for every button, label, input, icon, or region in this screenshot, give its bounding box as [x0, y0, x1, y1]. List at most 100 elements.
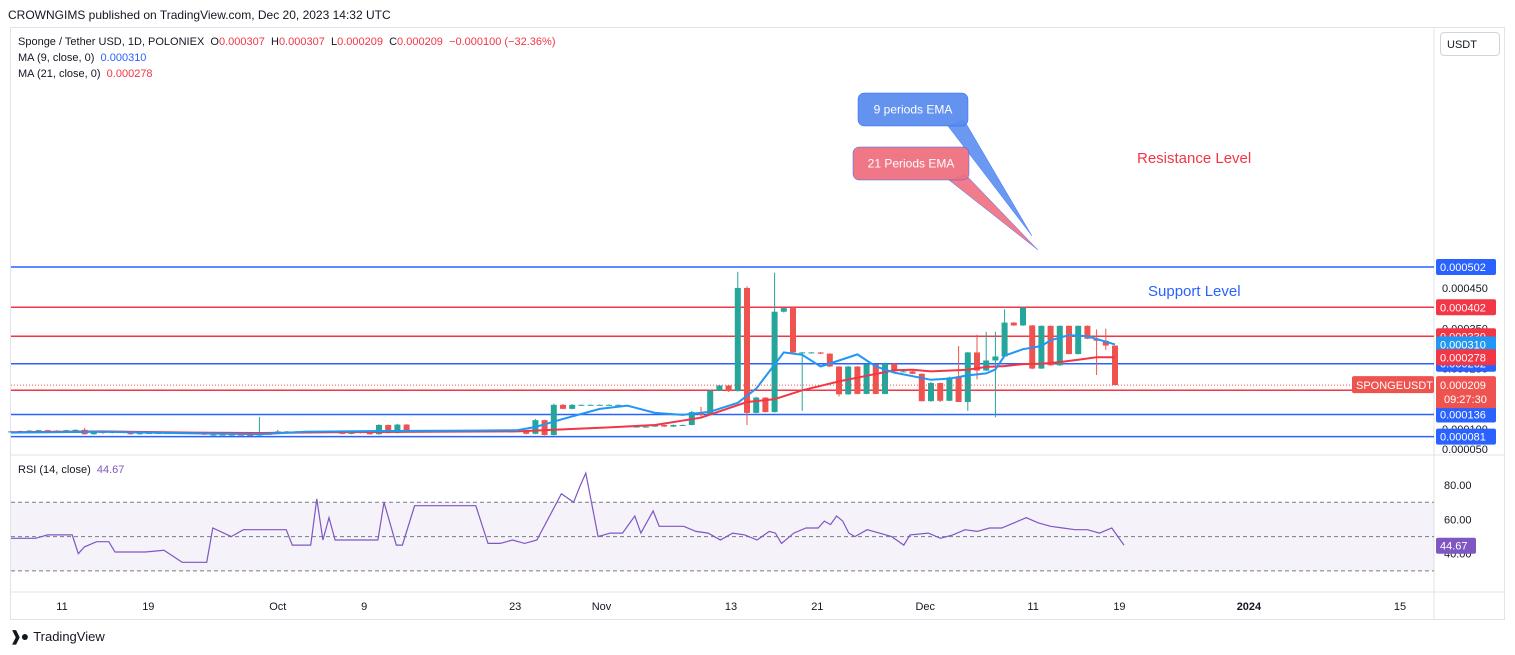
support-level-label: Support Level	[1148, 283, 1241, 300]
candle-body	[1020, 307, 1026, 326]
candle-body	[679, 424, 686, 426]
candle-body	[44, 430, 51, 432]
candle-body	[1066, 325, 1072, 355]
candle-body	[1001, 322, 1008, 357]
time-tick-label: 23	[509, 601, 521, 613]
countdown-label: 09:27:30	[1444, 394, 1487, 406]
publisher-line: CROWNGIMS published on TradingView.com, …	[8, 8, 391, 22]
close-value: 0.000209	[397, 36, 443, 48]
candle-body	[247, 435, 254, 437]
level-price-tag	[1436, 299, 1496, 316]
time-tick-label: 13	[725, 601, 737, 613]
ma9-legend[interactable]: MA (9, close, 0) 0.000310	[18, 52, 146, 64]
candle-body	[872, 364, 879, 394]
rsi-value-tag-label: 44.67	[1440, 541, 1468, 553]
level-price-label: 0.000502	[1440, 262, 1486, 274]
candle-body	[744, 287, 750, 413]
ma9-price-tag	[1436, 336, 1496, 353]
candle-body	[90, 431, 97, 435]
candle-body	[1112, 345, 1118, 386]
tradingview-mark-icon: ❱●	[10, 628, 29, 644]
rsi-label: RSI (14, close)	[18, 464, 91, 476]
candle-body	[523, 430, 530, 434]
rsi-legend[interactable]: RSI (14, close) 44.67	[18, 464, 124, 476]
rsi-value-tag	[1436, 537, 1476, 554]
candle-body	[707, 390, 714, 415]
time-tick-label: 9	[361, 601, 367, 613]
time-tick-label: 19	[142, 601, 154, 613]
candle-body	[606, 404, 612, 406]
candle-body	[219, 434, 226, 436]
tradingview-wordmark: TradingView	[33, 629, 105, 644]
candle-body	[1056, 325, 1063, 366]
high-value: 0.000307	[278, 36, 325, 48]
symbol-tag	[1352, 376, 1434, 394]
level-price-tag	[1436, 406, 1496, 423]
candle-body	[734, 287, 741, 392]
candle-body	[725, 385, 732, 392]
tradingview-logo[interactable]: ❱● TradingView	[10, 628, 105, 645]
candle-body	[753, 397, 760, 413]
candle-body	[1010, 322, 1017, 326]
candle-body	[918, 373, 925, 402]
candle-body	[403, 424, 410, 432]
candle-body	[670, 424, 677, 427]
symbol-legend: Sponge / Tether USD, 1D, POLONIEX O0.000…	[18, 36, 555, 48]
ma9-label: MA (9, close, 0)	[18, 52, 95, 64]
ma9-line	[10, 334, 1116, 436]
ema21-callout-label: 21 Periods EMA	[868, 157, 955, 171]
candle-body	[228, 434, 235, 436]
candle-body	[928, 383, 934, 402]
candle-body	[1038, 325, 1045, 369]
last-price-label: 0.000209	[1440, 380, 1486, 392]
level-price-label: 0.000402	[1440, 302, 1486, 314]
rsi-tick-label: 80.00	[1444, 480, 1472, 492]
candle-body	[569, 404, 576, 409]
candle-body	[891, 363, 898, 372]
time-tick-label: Nov	[592, 601, 612, 613]
candle-body	[238, 434, 244, 436]
resistance-level-label: Resistance Level	[1137, 150, 1251, 167]
candle-body	[762, 397, 769, 413]
candle-body	[964, 352, 971, 402]
time-tick-label: 2024	[1237, 601, 1262, 613]
ema9-callout-label: 9 periods EMA	[874, 103, 953, 117]
symbol-tag-label: SPONGEUSDT	[1356, 380, 1433, 392]
ema9-callout-box	[857, 92, 969, 127]
change-value: −0.000100 (−32.36%)	[449, 36, 556, 48]
chart-frame	[10, 27, 1505, 620]
candle-body	[790, 308, 796, 353]
rsi-line	[11, 471, 1125, 563]
candle-body	[974, 352, 980, 371]
candle-body	[550, 404, 557, 436]
candle-body	[937, 383, 944, 401]
level-price-label: 0.000081	[1440, 432, 1486, 444]
candle-body	[1102, 340, 1109, 346]
candle-body	[946, 377, 953, 401]
currency-unit-button[interactable]: USDT	[1440, 32, 1500, 56]
ma21-value: 0.000278	[106, 68, 153, 80]
candle-body	[642, 426, 649, 428]
level-price-tag	[1436, 428, 1496, 445]
symbol-name[interactable]: Sponge / Tether USD, 1D, POLONIEX	[18, 36, 205, 48]
candle-body	[882, 363, 888, 394]
time-tick-label: 15	[1394, 601, 1406, 613]
time-tick-label: Dec	[915, 601, 935, 613]
rsi-tick-label: 60.00	[1444, 514, 1472, 526]
candle-body	[817, 352, 824, 354]
candle-body	[1075, 325, 1082, 355]
candle-body	[808, 352, 815, 354]
candle-body	[983, 360, 990, 371]
rsi-value: 44.67	[96, 464, 125, 476]
candle-body	[992, 356, 999, 361]
candle-body	[587, 404, 594, 406]
candle-body	[826, 353, 833, 367]
candle-body	[210, 434, 217, 436]
ma21-legend[interactable]: MA (21, close, 0) 0.000278	[18, 68, 153, 80]
candle-body	[909, 371, 916, 374]
candle-body	[799, 352, 806, 354]
candle-body	[63, 430, 70, 432]
candle-body	[596, 404, 603, 406]
open-value: 0.000307	[218, 36, 265, 48]
